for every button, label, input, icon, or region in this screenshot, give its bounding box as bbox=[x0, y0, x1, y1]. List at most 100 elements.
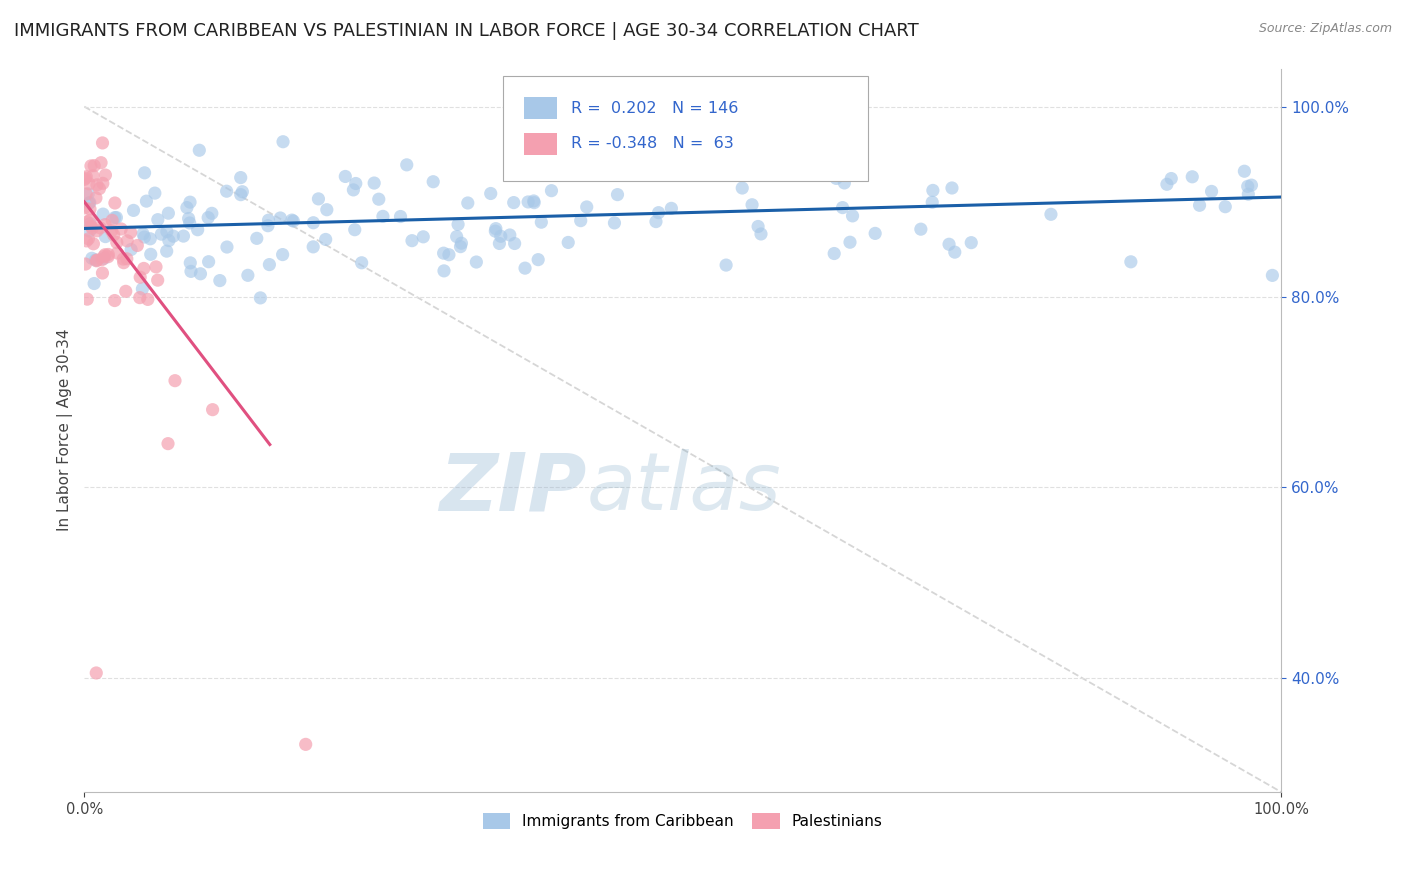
Point bbox=[281, 213, 304, 227]
Point bbox=[77, 196, 100, 211]
Point bbox=[77, 177, 100, 191]
Point bbox=[146, 212, 169, 227]
Point bbox=[103, 227, 125, 242]
Point bbox=[156, 244, 179, 259]
Point bbox=[129, 270, 152, 285]
Point bbox=[488, 236, 510, 251]
Point bbox=[84, 665, 107, 680]
Point bbox=[77, 186, 100, 201]
Point bbox=[139, 247, 162, 261]
Point bbox=[94, 248, 117, 262]
Point bbox=[1237, 187, 1260, 202]
Point bbox=[943, 245, 966, 260]
Point bbox=[540, 184, 562, 198]
Point bbox=[157, 206, 180, 220]
Point bbox=[208, 274, 231, 288]
Point bbox=[363, 176, 385, 190]
Point bbox=[104, 196, 127, 211]
Point bbox=[105, 211, 128, 225]
Point bbox=[84, 191, 107, 205]
Point bbox=[1188, 198, 1211, 212]
Point bbox=[97, 250, 120, 264]
Point bbox=[371, 210, 394, 224]
Point bbox=[1119, 255, 1142, 269]
Point bbox=[134, 166, 156, 180]
Point bbox=[93, 250, 115, 264]
Point bbox=[257, 219, 280, 233]
Point bbox=[127, 238, 149, 252]
Point bbox=[302, 216, 325, 230]
Point bbox=[271, 135, 294, 149]
Point bbox=[350, 256, 373, 270]
Point bbox=[128, 291, 150, 305]
Point bbox=[131, 282, 153, 296]
Point bbox=[839, 235, 862, 250]
Point bbox=[315, 202, 337, 217]
Point bbox=[91, 207, 114, 221]
Point bbox=[100, 224, 122, 238]
Point bbox=[190, 267, 212, 281]
Point bbox=[569, 213, 592, 227]
Point bbox=[112, 252, 135, 266]
Point bbox=[731, 181, 754, 195]
Point bbox=[157, 234, 180, 248]
Point bbox=[83, 159, 105, 173]
Point bbox=[86, 224, 108, 238]
Point bbox=[91, 252, 114, 267]
Point bbox=[938, 237, 960, 252]
Text: IMMIGRANTS FROM CARIBBEAN VS PALESTINIAN IN LABOR FORCE | AGE 30-34 CORRELATION : IMMIGRANTS FROM CARIBBEAN VS PALESTINIAN… bbox=[14, 22, 918, 40]
Point bbox=[114, 285, 136, 299]
Point bbox=[503, 236, 526, 251]
Point bbox=[180, 264, 202, 278]
Point bbox=[489, 229, 512, 244]
Point bbox=[315, 232, 337, 246]
Point bbox=[75, 171, 97, 186]
Point bbox=[367, 192, 389, 206]
Point bbox=[603, 216, 626, 230]
Point bbox=[846, 166, 869, 180]
Point bbox=[146, 273, 169, 287]
Point bbox=[132, 227, 155, 241]
Point bbox=[79, 224, 101, 238]
Point bbox=[412, 229, 434, 244]
Point bbox=[513, 261, 536, 276]
Point bbox=[747, 219, 769, 234]
Point bbox=[231, 185, 253, 199]
Point bbox=[75, 257, 97, 271]
Point bbox=[156, 436, 179, 450]
Point bbox=[115, 234, 138, 248]
Point bbox=[257, 213, 280, 227]
Point bbox=[76, 292, 98, 306]
Point bbox=[82, 221, 104, 235]
Point bbox=[79, 202, 101, 216]
Point bbox=[120, 243, 142, 257]
Point bbox=[606, 187, 628, 202]
Point bbox=[145, 260, 167, 274]
Point bbox=[395, 158, 418, 172]
Point bbox=[465, 255, 488, 269]
Point bbox=[197, 211, 219, 225]
Point bbox=[94, 168, 117, 182]
Point bbox=[79, 213, 101, 227]
Text: atlas: atlas bbox=[586, 449, 782, 527]
Point bbox=[215, 184, 238, 198]
Point bbox=[1213, 200, 1236, 214]
Point bbox=[79, 195, 101, 210]
Point bbox=[115, 252, 138, 266]
Point bbox=[80, 159, 103, 173]
Point bbox=[82, 169, 104, 183]
Point bbox=[86, 178, 108, 192]
Point bbox=[135, 194, 157, 208]
Point bbox=[823, 246, 845, 260]
Point bbox=[335, 169, 357, 184]
Point bbox=[523, 194, 546, 208]
Point bbox=[697, 151, 720, 165]
Point bbox=[661, 202, 683, 216]
Point bbox=[89, 181, 111, 195]
Point bbox=[246, 231, 269, 245]
Legend: Immigrants from Caribbean, Palestinians: Immigrants from Caribbean, Palestinians bbox=[477, 806, 889, 835]
Point bbox=[176, 201, 198, 215]
Text: R =  0.202   N = 146: R = 0.202 N = 146 bbox=[571, 101, 738, 116]
Point bbox=[910, 222, 932, 236]
Bar bbox=[523, 97, 557, 120]
